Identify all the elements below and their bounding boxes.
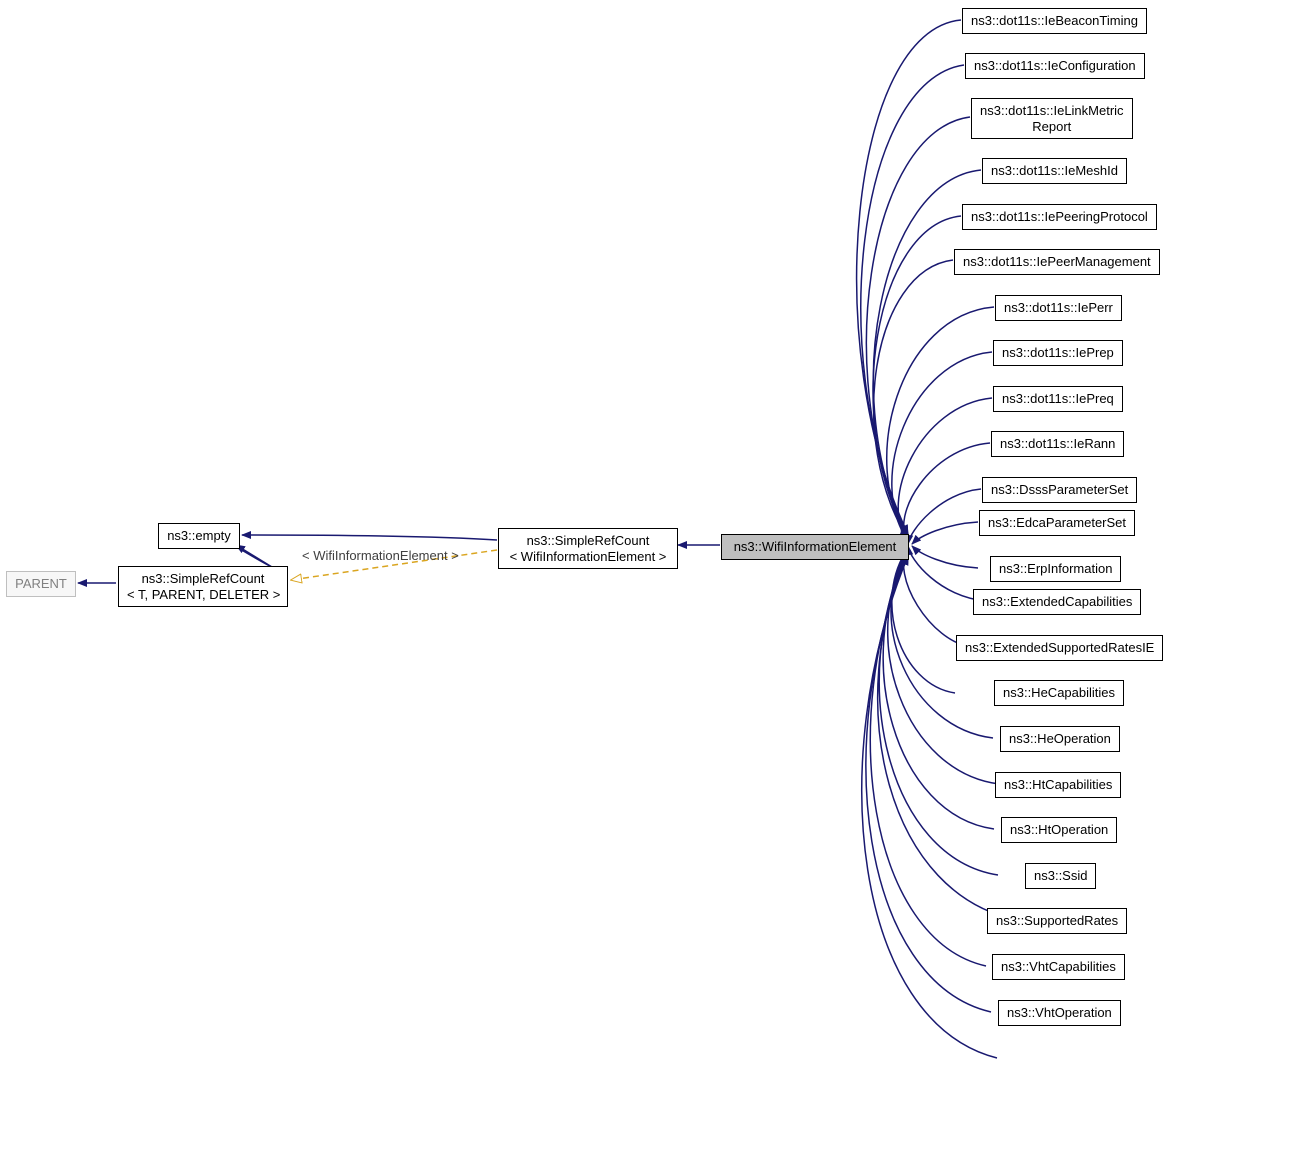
node-ssid[interactable]: ns3::Ssid — [1025, 863, 1096, 889]
node-vht-operation[interactable]: ns3::VhtOperation — [998, 1000, 1121, 1026]
node-erp-information[interactable]: ns3::ErpInformation — [990, 556, 1121, 582]
node-ie-beacon-timing[interactable]: ns3::dot11s::IeBeaconTiming — [962, 8, 1147, 34]
inheritance-diagram: PARENT ns3::SimpleRefCount < T, PARENT, … — [0, 0, 1309, 1168]
node-vht-capabilities[interactable]: ns3::VhtCapabilities — [992, 954, 1125, 980]
node-simple-ref-count-wifi[interactable]: ns3::SimpleRefCount < WifiInformationEle… — [498, 528, 678, 569]
node-extended-supported-rates[interactable]: ns3::ExtendedSupportedRatesIE — [956, 635, 1163, 661]
node-dsss-parameter-set[interactable]: ns3::DsssParameterSet — [982, 477, 1137, 503]
node-extended-capabilities[interactable]: ns3::ExtendedCapabilities — [973, 589, 1141, 615]
node-supported-rates[interactable]: ns3::SupportedRates — [987, 908, 1127, 934]
node-ie-configuration[interactable]: ns3::dot11s::IeConfiguration — [965, 53, 1145, 79]
node-ie-perr[interactable]: ns3::dot11s::IePerr — [995, 295, 1122, 321]
node-simple-ref-count-t[interactable]: ns3::SimpleRefCount < T, PARENT, DELETER… — [118, 566, 288, 607]
node-ie-mesh-id[interactable]: ns3::dot11s::IeMeshId — [982, 158, 1127, 184]
node-ht-operation[interactable]: ns3::HtOperation — [1001, 817, 1117, 843]
node-empty[interactable]: ns3::empty — [158, 523, 240, 549]
edge-label-wifi-ie-template: < WifiInformationElement > — [302, 548, 459, 563]
node-ie-preq[interactable]: ns3::dot11s::IePreq — [993, 386, 1123, 412]
node-he-operation[interactable]: ns3::HeOperation — [1000, 726, 1120, 752]
node-ie-peer-management[interactable]: ns3::dot11s::IePeerManagement — [954, 249, 1160, 275]
node-ie-peering-protocol[interactable]: ns3::dot11s::IePeeringProtocol — [962, 204, 1157, 230]
node-wifi-information-element[interactable]: ns3::WifiInformationElement — [721, 534, 909, 560]
node-edca-parameter-set[interactable]: ns3::EdcaParameterSet — [979, 510, 1135, 536]
node-ie-link-metric-report[interactable]: ns3::dot11s::IeLinkMetric Report — [971, 98, 1133, 139]
node-ie-prep[interactable]: ns3::dot11s::IePrep — [993, 340, 1123, 366]
node-he-capabilities[interactable]: ns3::HeCapabilities — [994, 680, 1124, 706]
node-ht-capabilities[interactable]: ns3::HtCapabilities — [995, 772, 1121, 798]
node-parent[interactable]: PARENT — [6, 571, 76, 597]
node-ie-rann[interactable]: ns3::dot11s::IeRann — [991, 431, 1124, 457]
